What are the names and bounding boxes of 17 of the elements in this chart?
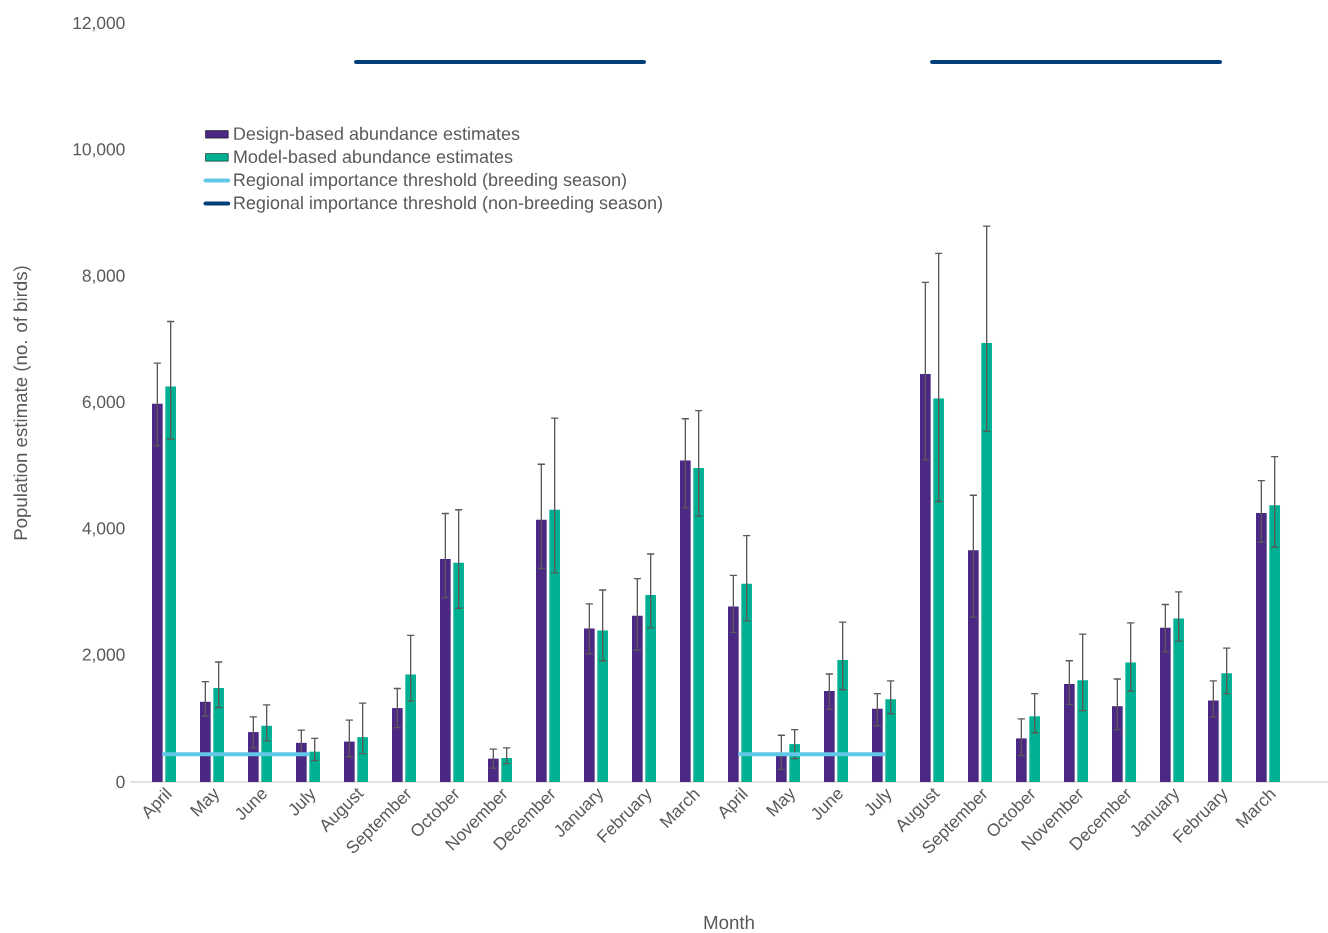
legend-label: Model-based abundance estimates [234, 149, 513, 164]
x-tick-label: May [765, 788, 795, 817]
y-tick-label: 2,000 [82, 648, 125, 663]
x-axis-title: Month [704, 915, 754, 930]
y-axis-title: Population estimate (no. of birds) [13, 266, 31, 540]
x-tick-label: July [865, 788, 892, 816]
legend-label: Regional importance threshold (breeding season) [234, 172, 626, 190]
y-tick-label: 6,000 [82, 395, 125, 411]
legend-label: Regional importance threshold (non-breeding season) [234, 195, 662, 213]
x-tick-label: July [289, 788, 316, 816]
y-tick-label: 0 [116, 775, 125, 789]
y-tick-label: 4,000 [82, 522, 125, 537]
y-tick-label: 10,000 [73, 143, 125, 158]
y-tick-label: 8,000 [82, 269, 125, 284]
x-tick-label: May [189, 788, 219, 817]
y-tick-label: 12,000 [73, 16, 125, 32]
legend-label: Design-based abundance estimates [234, 126, 520, 144]
